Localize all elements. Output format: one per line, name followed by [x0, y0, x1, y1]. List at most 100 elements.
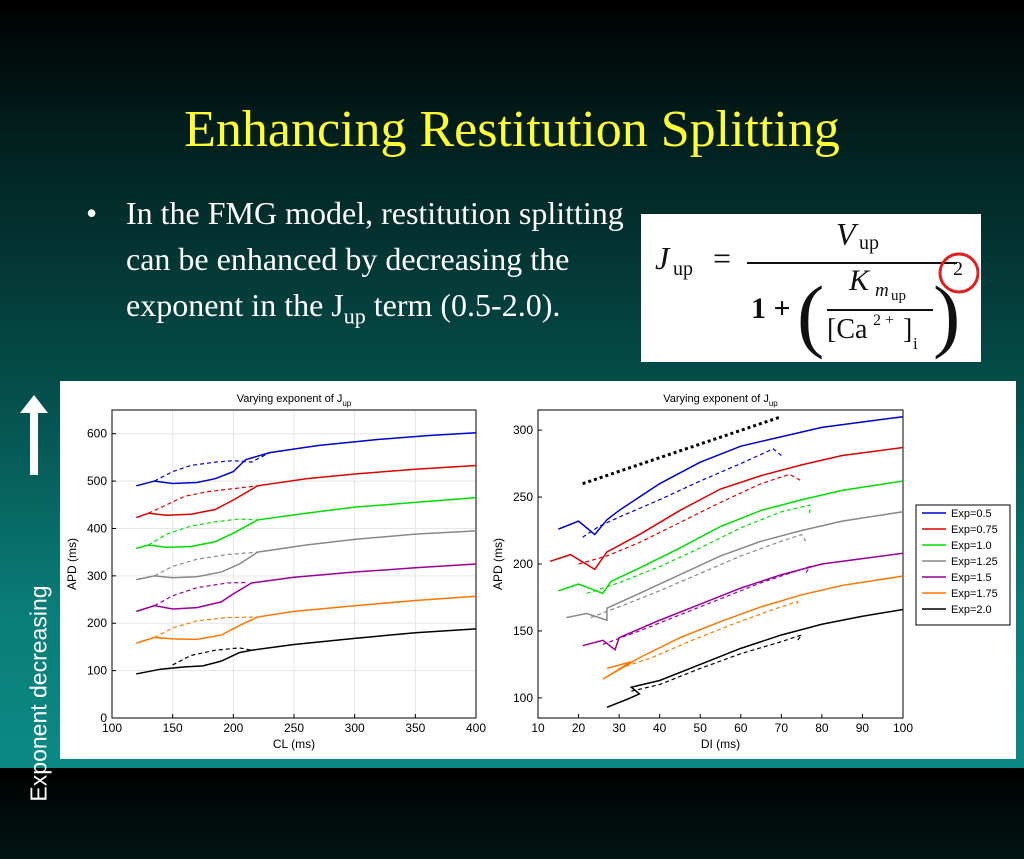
eq-exponent: 2 [953, 258, 963, 280]
chart2-series-5-solid [582, 552, 904, 651]
chart2-xlabel: DI (ms) [701, 737, 740, 751]
chart2-series-1-dashed [582, 448, 782, 538]
chart2-series-7-dashed [631, 633, 804, 692]
chart1-xlabel: CL (ms) [273, 737, 315, 751]
chart2-ytick-label: 150 [513, 624, 533, 638]
chart1-series-1-solid [136, 431, 477, 487]
up-arrow-icon [20, 395, 48, 475]
eq-paren-right: ) [933, 269, 961, 360]
chart1-series-6-solid [136, 595, 477, 644]
chart2-series-1-solid [558, 415, 904, 536]
eq-ca: [Ca [827, 314, 868, 345]
bullet-text: In the FMG model, restitution splitting … [126, 190, 626, 339]
chart1-series-4-solid [136, 530, 477, 581]
chart2-ytick-label: 200 [513, 557, 533, 571]
chart2-series-6-solid [602, 575, 904, 680]
chart1-title: Varying exponent of Jup [237, 393, 352, 408]
chart2-title: Varying exponent of Jup [663, 393, 778, 408]
eq-lhs-sub: up [673, 258, 693, 280]
eq-equals: = [713, 240, 732, 276]
eq-fraction-bar [747, 262, 957, 264]
chart1-series-3-solid [136, 496, 477, 550]
bullet-point: • In the FMG model, restitution splittin… [86, 190, 626, 339]
chart2-ylabel: APD (ms) [491, 538, 505, 590]
chart2-legend-box [915, 504, 1011, 626]
chart1-xtick-label: 300 [345, 721, 365, 735]
chart1-xtick-label: 150 [163, 721, 183, 735]
chart1-ytick-label: 500 [87, 474, 107, 488]
chart1-series-4-dashed [154, 551, 258, 577]
chart1-title-text: Varying exponent of J [237, 393, 343, 405]
highlight-circle [938, 252, 980, 294]
chart1-ytick-label: 200 [87, 616, 107, 630]
eq-inner-bar [827, 309, 933, 311]
slide-title: Enhancing Restitution Splitting [184, 101, 840, 158]
chart1-xtick-label: 100 [102, 721, 122, 735]
chart2-series-2-dashed [578, 473, 802, 565]
chart2-xtick-label: 90 [856, 721, 870, 735]
chart2-legend-label: Exp=1.5 [951, 572, 992, 584]
chart2-xtick-label: 100 [893, 721, 913, 735]
eq-k-sub: m [875, 280, 889, 301]
chart2-series-6-dashed [618, 600, 799, 670]
eq-numerator-sub: up [859, 232, 879, 254]
chart2-legend-label: Exp=0.75 [951, 524, 998, 536]
chart1-ylabel: APD (ms) [65, 538, 79, 590]
chart1-ytick-label: 600 [87, 427, 107, 441]
chart2-xtick-label: 70 [775, 721, 789, 735]
chart2-xtick-label: 30 [612, 721, 626, 735]
chart2-ytick-label: 100 [513, 691, 533, 705]
chart2-ytick-label: 300 [513, 423, 533, 437]
chart2-series-3-dashed [586, 504, 811, 595]
chart2-xtick-label: 10 [531, 721, 545, 735]
chart2-title-text: Varying exponent of J [663, 393, 769, 405]
charts-svg: 100 150 200 250 300 350 4000100200300400500600… [65, 393, 1011, 751]
chart2-series-5-dashed [602, 565, 812, 645]
chart1-xtick-label: 350 [405, 721, 425, 735]
chart1-series-2-solid [136, 464, 477, 519]
eq-lhs: J [655, 240, 670, 276]
bullet-dot: • [86, 195, 98, 231]
chart2-series-7-solid [606, 608, 904, 708]
eq-numerator: V [836, 216, 856, 252]
chart2-axes-box [537, 409, 904, 719]
chart2-series-3-solid [558, 480, 904, 595]
eq-ca-sub: i [913, 334, 918, 353]
chart1-xtick-label: 250 [284, 721, 304, 735]
chart1-series-1-dashed [154, 452, 271, 482]
chart1-series-6-dashed [154, 616, 258, 638]
chart1-series-7-solid [136, 628, 477, 675]
eq-one-plus: 1 + [751, 292, 791, 325]
bullet-text-end: term (0.5-2.0). [365, 287, 561, 323]
eq-k: K [849, 264, 870, 297]
bullet-text-main: In the FMG model, restitution splitting … [126, 195, 624, 323]
chart1-xtick-label: 400 [466, 721, 486, 735]
arrow-label-text: Exponent decreasing [25, 585, 52, 802]
chart2-xtick-label: 50 [694, 721, 708, 735]
chart2-series-4-dashed [590, 533, 807, 619]
chart1-series-2-dashed [148, 485, 258, 514]
chart2-legend-label: Exp=1.25 [951, 556, 998, 568]
chart2-title-sub: up [769, 399, 778, 408]
bullet-text-sub: up [343, 303, 366, 329]
chart1-ytick-label: 0 [100, 711, 107, 725]
chart2-legend-label: Exp=2.0 [951, 604, 992, 616]
eq-paren-left: ( [797, 269, 825, 360]
chart1-title-sub: up [342, 399, 351, 408]
chart1-ytick-label: 400 [87, 521, 107, 535]
chart2-series-4-solid [566, 511, 904, 622]
chart1-series-5-solid [136, 563, 477, 613]
chart2-series-2-solid [549, 446, 904, 571]
chart2-xtick-label: 40 [653, 721, 667, 735]
chart2-legend-label: Exp=1.0 [951, 540, 992, 552]
chart2-legend-label: Exp=1.75 [951, 588, 998, 600]
chart2-reference-line [582, 415, 782, 486]
chart1-xtick-label: 200 [223, 721, 243, 735]
chart2-legend-label: Exp=0.5 [951, 508, 992, 520]
chart1-ytick-label: 100 [87, 664, 107, 678]
eq-k-subsub: up [891, 288, 906, 304]
plot-area: 100 150 200 250 300 350 400 0 100 200 300 400 500 600… [60, 381, 1016, 759]
chart1-series-7-dashed [172, 647, 252, 666]
eq-ca-sup: 2 + [873, 312, 895, 329]
chart2-xtick-label: 60 [734, 721, 748, 735]
